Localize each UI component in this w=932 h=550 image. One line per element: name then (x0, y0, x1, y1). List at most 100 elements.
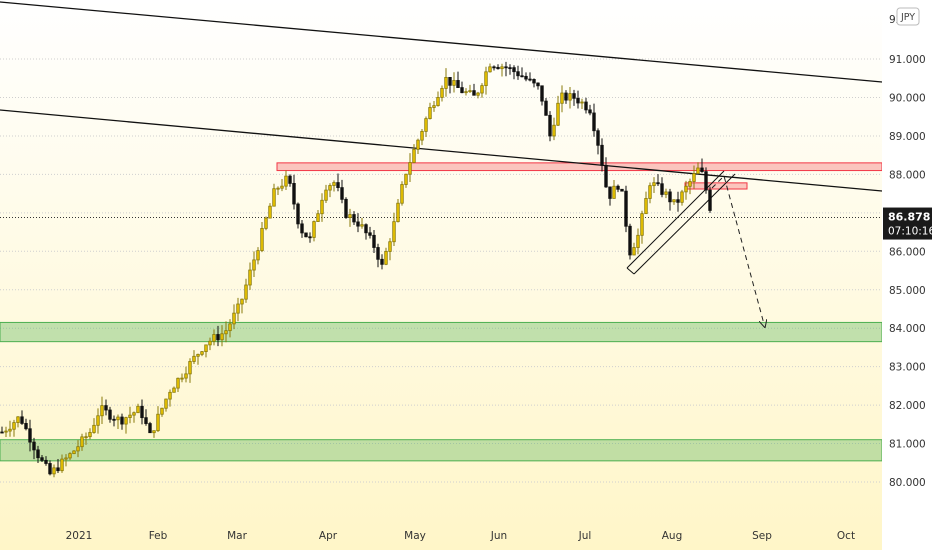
candle-body (276, 187, 280, 190)
price-axis[interactable]: 80.000 81.000 82.000 83.000 84.000 85.000 86.0… (882, 0, 932, 550)
y-tick-label: 86.000 (889, 246, 926, 258)
candle-body (432, 105, 436, 108)
candle-body (180, 377, 184, 380)
candle-body (272, 188, 276, 207)
candle-body (548, 114, 552, 137)
y-tick-label: 81.000 (889, 439, 926, 451)
x-tick-label: Feb (149, 530, 168, 542)
candle-body (460, 87, 464, 94)
lower-channel-line (0, 109, 883, 192)
candle-body (644, 198, 648, 215)
candle-body (152, 430, 156, 434)
candle-body (248, 269, 252, 286)
y-tick-label: 91.000 (889, 54, 926, 66)
candle-body (80, 436, 84, 448)
candle-body (396, 202, 400, 223)
candles-layer[interactable] (0, 61, 712, 478)
candle-body (368, 232, 372, 236)
rising-wedge-lower (626, 170, 725, 269)
candle-body (132, 412, 136, 416)
time-axis[interactable]: 2021 Feb Mar Apr May Jun Jul Aug Sep Oct (66, 530, 855, 542)
x-tick-label: 2021 (66, 530, 93, 542)
candle-body (436, 97, 440, 107)
candle-body (596, 130, 600, 146)
candle-body (344, 198, 348, 218)
candle-body (612, 185, 616, 199)
candle-body (172, 387, 176, 393)
candle-body (632, 247, 636, 256)
candle-body (424, 118, 428, 132)
candle-body (56, 467, 60, 472)
y-tick-label: 88.000 (889, 169, 926, 181)
x-tick-label: Mar (227, 530, 247, 542)
trendlines-layer (0, 1, 883, 275)
candle-body (384, 251, 388, 265)
candle-body (412, 148, 416, 163)
candle-body (192, 355, 196, 362)
candle-body (156, 413, 160, 432)
projection-layer (711, 175, 764, 324)
candle-body (0, 431, 4, 434)
candle-body (240, 298, 244, 305)
candle-body (64, 457, 68, 460)
candle-body (296, 203, 300, 225)
candle-body (264, 217, 268, 229)
candle-body (316, 213, 320, 222)
candle-body (380, 258, 384, 265)
candle-body (88, 432, 92, 438)
candle-body (236, 303, 240, 314)
candle-body (416, 139, 420, 150)
candle-body (700, 167, 704, 173)
candle-body (12, 422, 16, 430)
candle-body (60, 458, 64, 472)
candle-body (444, 77, 448, 89)
candle-body (540, 85, 544, 102)
candle-body (308, 236, 312, 239)
x-tick-label: Aug (662, 530, 683, 542)
y-tick-label: 84.000 (889, 323, 926, 335)
candle-body (52, 467, 56, 475)
candle-body (620, 188, 624, 192)
candle-body (252, 259, 256, 271)
candle-body (604, 164, 608, 188)
candle-body (228, 323, 232, 332)
candle-body (488, 66, 492, 73)
candle-body (532, 79, 536, 84)
candle-body (256, 250, 260, 261)
candle-body (144, 417, 148, 424)
x-tick-label: Jul (578, 530, 592, 542)
price-tag-bg (883, 207, 932, 240)
candle-body (16, 416, 20, 424)
grid-lines (0, 58, 882, 483)
candle-body (476, 92, 480, 96)
candle-body (32, 441, 36, 451)
candle-body (312, 221, 316, 238)
candle-body (664, 191, 668, 195)
candle-body (36, 449, 40, 459)
candle-body (544, 100, 548, 116)
candle-body (428, 107, 432, 120)
candle-body (44, 459, 48, 464)
candle-body (500, 66, 504, 70)
candle-body (688, 181, 692, 187)
candle-body (440, 87, 444, 98)
candle-body (260, 227, 264, 252)
candle-body (72, 450, 76, 455)
candle-body (616, 185, 620, 190)
candle-body (648, 185, 652, 199)
upper-channel-line (0, 1, 883, 83)
candle-body (520, 75, 524, 78)
candle-body (204, 344, 208, 353)
candle-body (408, 162, 412, 175)
candle-body (288, 175, 292, 184)
candle-body (336, 182, 340, 188)
candle-body (124, 417, 128, 425)
candle-body (76, 446, 80, 452)
candle-body (104, 405, 108, 411)
candle-body (484, 71, 488, 87)
candle-body (176, 377, 180, 389)
candle-body (112, 418, 116, 421)
